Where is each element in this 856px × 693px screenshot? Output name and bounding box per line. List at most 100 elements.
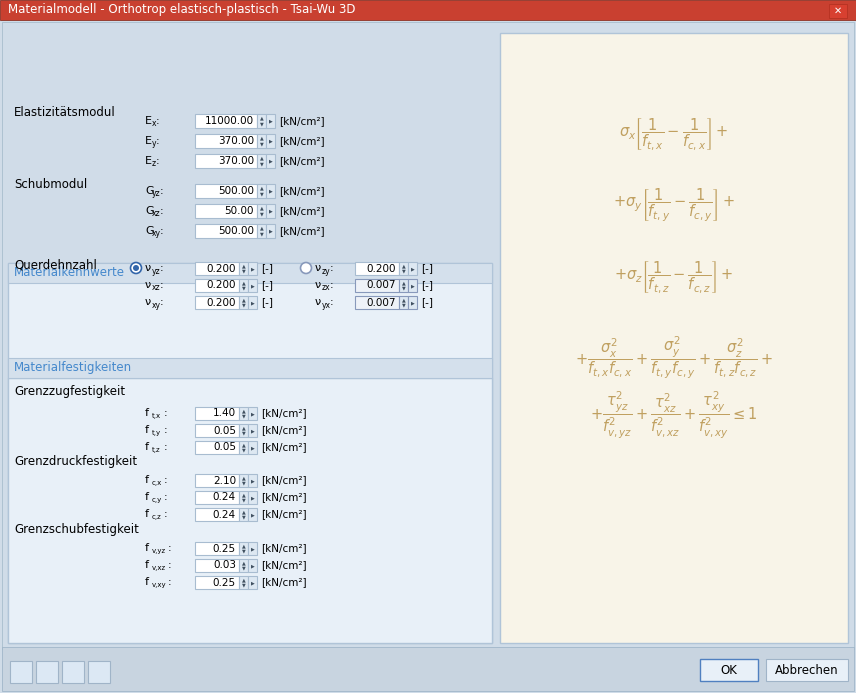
Text: ▼: ▼ (241, 431, 246, 436)
Text: f: f (145, 543, 149, 553)
Text: :: : (330, 297, 334, 307)
FancyBboxPatch shape (408, 262, 417, 275)
FancyBboxPatch shape (195, 407, 239, 420)
FancyBboxPatch shape (248, 296, 257, 309)
Text: E: E (145, 116, 152, 126)
Text: 0.200: 0.200 (206, 297, 236, 308)
Text: ▼: ▼ (259, 231, 264, 236)
Text: ▶: ▶ (251, 283, 254, 288)
Text: xy: xy (152, 301, 161, 310)
FancyBboxPatch shape (248, 559, 257, 572)
Text: $\sigma_x\left[\dfrac{1}{f_{t,x}} - \dfrac{1}{f_{c,x}}\right] +$: $\sigma_x\left[\dfrac{1}{f_{t,x}} - \dfr… (619, 117, 728, 153)
Text: E: E (145, 156, 152, 166)
Text: :: : (160, 206, 163, 216)
Text: ▲: ▲ (241, 543, 246, 548)
Text: yz: yz (152, 267, 161, 276)
Text: ν: ν (315, 263, 321, 273)
Text: z: z (152, 159, 156, 168)
Text: ▲: ▲ (241, 577, 246, 582)
FancyBboxPatch shape (8, 358, 492, 378)
FancyBboxPatch shape (239, 407, 248, 420)
Circle shape (130, 263, 141, 274)
FancyBboxPatch shape (239, 576, 248, 589)
FancyBboxPatch shape (195, 134, 257, 148)
Text: ▲: ▲ (241, 425, 246, 430)
Text: Elastizitätsmodul: Elastizitätsmodul (14, 107, 116, 119)
Text: ▶: ▶ (269, 229, 272, 234)
FancyBboxPatch shape (195, 204, 257, 218)
FancyBboxPatch shape (248, 424, 257, 437)
FancyBboxPatch shape (399, 262, 408, 275)
FancyBboxPatch shape (195, 296, 239, 309)
Text: ν: ν (315, 280, 321, 290)
Text: ▲: ▲ (259, 155, 264, 160)
Text: yx: yx (322, 301, 331, 310)
FancyBboxPatch shape (257, 184, 266, 198)
Text: ▶: ▶ (269, 159, 272, 164)
FancyBboxPatch shape (257, 154, 266, 168)
Text: ▶: ▶ (411, 300, 414, 305)
Text: $+ \sigma_y\left[\dfrac{1}{f_{t,y}} - \dfrac{1}{f_{c,y}}\right] +$: $+ \sigma_y\left[\dfrac{1}{f_{t,y}} - \d… (613, 186, 735, 224)
FancyBboxPatch shape (355, 262, 399, 275)
Text: [kN/cm²]: [kN/cm²] (279, 136, 324, 146)
Text: Schubmodul: Schubmodul (14, 179, 87, 191)
FancyBboxPatch shape (408, 279, 417, 292)
FancyBboxPatch shape (8, 263, 492, 283)
Text: ▼: ▼ (241, 448, 246, 453)
Text: v,xz: v,xz (152, 565, 166, 571)
Text: y: y (152, 139, 157, 148)
Text: :: : (330, 263, 334, 273)
Text: :: : (168, 577, 171, 587)
FancyBboxPatch shape (239, 424, 248, 437)
FancyBboxPatch shape (195, 424, 239, 437)
FancyBboxPatch shape (0, 0, 856, 20)
Text: ▶: ▶ (411, 283, 414, 288)
Text: ▲: ▲ (259, 116, 264, 121)
Text: Materialkennwerte: Materialkennwerte (14, 267, 125, 279)
Text: [-]: [-] (261, 297, 273, 307)
Text: :: : (160, 263, 163, 273)
FancyBboxPatch shape (195, 279, 239, 292)
Text: E: E (145, 136, 152, 146)
Text: ▶: ▶ (251, 580, 254, 585)
Text: ▼: ▼ (241, 303, 246, 308)
Text: ▶: ▶ (251, 512, 254, 517)
Text: $+ \dfrac{\tau_{yz}^2}{f_{v,yz}^2} + \dfrac{\tau_{xz}^2}{f_{v,xz}^2} + \dfrac{\t: $+ \dfrac{\tau_{yz}^2}{f_{v,yz}^2} + \df… (591, 389, 758, 441)
Text: ▼: ▼ (401, 286, 406, 291)
Text: :: : (156, 116, 159, 126)
FancyBboxPatch shape (266, 204, 275, 218)
Text: ▶: ▶ (269, 119, 272, 123)
Text: 0.24: 0.24 (213, 493, 236, 502)
Text: 500.00: 500.00 (218, 226, 254, 236)
Text: ▲: ▲ (401, 297, 406, 302)
Text: ▼: ▼ (259, 211, 264, 217)
Text: Grenzzugfestigkeit: Grenzzugfestigkeit (14, 385, 125, 398)
Text: 0.24: 0.24 (213, 509, 236, 520)
FancyBboxPatch shape (266, 184, 275, 198)
FancyBboxPatch shape (195, 114, 257, 128)
Text: ▲: ▲ (259, 186, 264, 191)
Text: Abbrechen: Abbrechen (776, 663, 839, 676)
Text: :: : (164, 492, 168, 502)
Text: xz: xz (152, 209, 161, 218)
Text: ▼: ▼ (241, 583, 246, 588)
Text: ▼: ▼ (401, 269, 406, 274)
Text: ▼: ▼ (259, 161, 264, 166)
Text: ▼: ▼ (241, 498, 246, 503)
FancyBboxPatch shape (195, 559, 239, 572)
Text: :: : (156, 156, 159, 166)
FancyBboxPatch shape (239, 279, 248, 292)
Circle shape (300, 263, 312, 274)
Text: xz: xz (152, 283, 161, 292)
Text: 0.25: 0.25 (213, 577, 236, 588)
FancyBboxPatch shape (355, 296, 399, 309)
Text: ▶: ▶ (251, 495, 254, 500)
Text: 370.00: 370.00 (218, 156, 254, 166)
Text: ▲: ▲ (241, 475, 246, 480)
FancyBboxPatch shape (239, 262, 248, 275)
Text: ▶: ▶ (251, 478, 254, 483)
FancyBboxPatch shape (195, 262, 239, 275)
Text: ▲: ▲ (241, 297, 246, 302)
Text: ▲: ▲ (259, 225, 264, 230)
FancyBboxPatch shape (266, 224, 275, 238)
